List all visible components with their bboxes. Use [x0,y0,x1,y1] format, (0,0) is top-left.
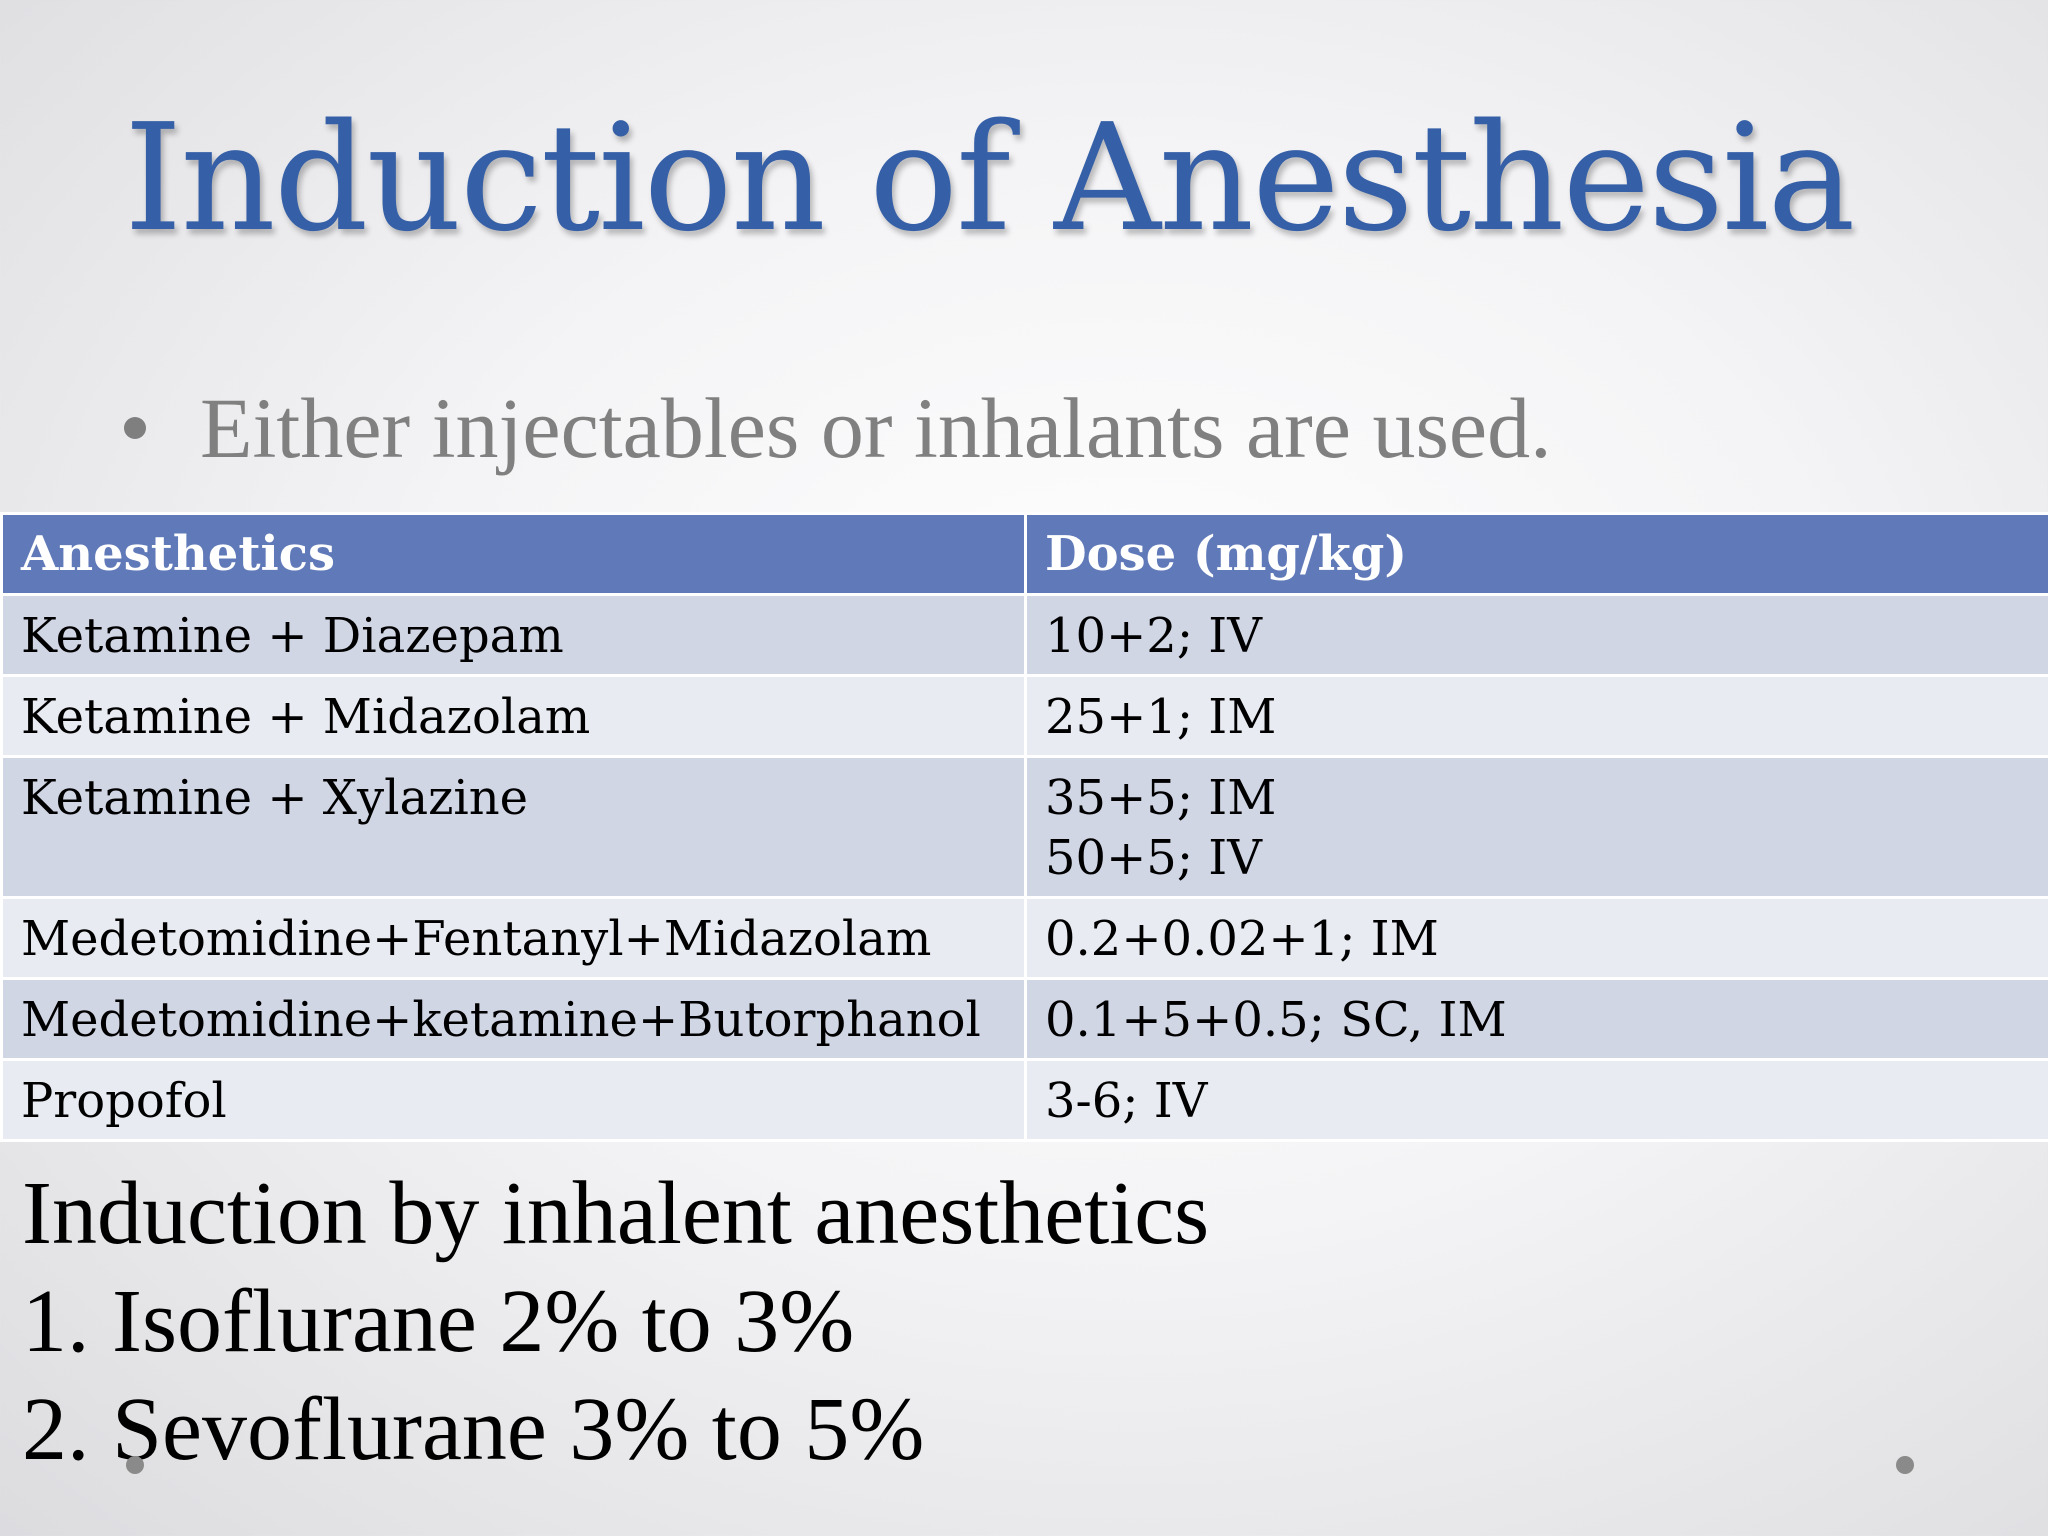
slide-title: Induction of Anesthesia [124,92,1856,264]
cell-dose: 0.2+0.02+1; IM [1024,896,2048,980]
table-row: Ketamine + Diazepam 10+2; IV [0,593,2048,677]
dose-line: 0.1+5+0.5; SC, IM [1045,992,1507,1048]
inhalant-item: 1. Isoflurane 2% to 3% [22,1272,855,1371]
anesthetics-dose-table: Anesthetics Dose (mg/kg) Ketamine + Diaz… [0,512,2048,1142]
cell-dose: 25+1; IM [1024,674,2048,758]
cell-drug: Medetomidine+Fentanyl+Midazolam [0,896,1027,980]
cell-dose: 3-6; IV [1024,1058,2048,1142]
table-row: Medetomidine+ketamine+Butorphanol 0.1+5+… [0,977,2048,1061]
cell-dose: 10+2; IV [1024,593,2048,677]
dose-line: 3-6; IV [1045,1073,1208,1129]
cell-dose: 0.1+5+0.5; SC, IM [1024,977,2048,1061]
inhalant-item: 2. Sevoflurane 3% to 5% [22,1380,925,1479]
cell-drug: Ketamine + Xylazine [0,755,1027,899]
header-dose: Dose (mg/kg) [1024,512,2048,596]
bullet-item: Either injectables or inhalants are used… [124,378,1552,478]
dose-line: 0.2+0.02+1; IM [1045,911,1439,967]
bullet-dot-icon [124,417,146,439]
cell-drug: Propofol [0,1058,1027,1142]
table-header-row: Anesthetics Dose (mg/kg) [0,512,2048,596]
cell-drug: Ketamine + Midazolam [0,674,1027,758]
cell-dose: 35+5; IM 50+5; IV [1024,755,2048,899]
cell-drug: Medetomidine+ketamine+Butorphanol [0,977,1027,1061]
inhalant-heading: Induction by inhalent anesthetics [22,1164,1210,1263]
dose-line: 10+2; IV [1045,608,1262,664]
header-anesthetics: Anesthetics [0,512,1027,596]
bullet-dot-icon [126,1456,144,1474]
table-row: Ketamine + Xylazine 35+5; IM 50+5; IV [0,755,2048,899]
table-row: Ketamine + Midazolam 25+1; IM [0,674,2048,758]
inhalant-section: Induction by inhalent anesthetics 1. Iso… [22,1160,1209,1484]
bullet-text: Either injectables or inhalants are used… [200,380,1552,476]
dose-line: 50+5; IV [1045,830,1262,886]
bullet-dot-icon [1896,1456,1914,1474]
table-row: Propofol 3-6; IV [0,1058,2048,1142]
dose-line: 35+5; IM [1045,770,1277,826]
dose-line: 25+1; IM [1045,689,1277,745]
cell-drug: Ketamine + Diazepam [0,593,1027,677]
table-row: Medetomidine+Fentanyl+Midazolam 0.2+0.02… [0,896,2048,980]
